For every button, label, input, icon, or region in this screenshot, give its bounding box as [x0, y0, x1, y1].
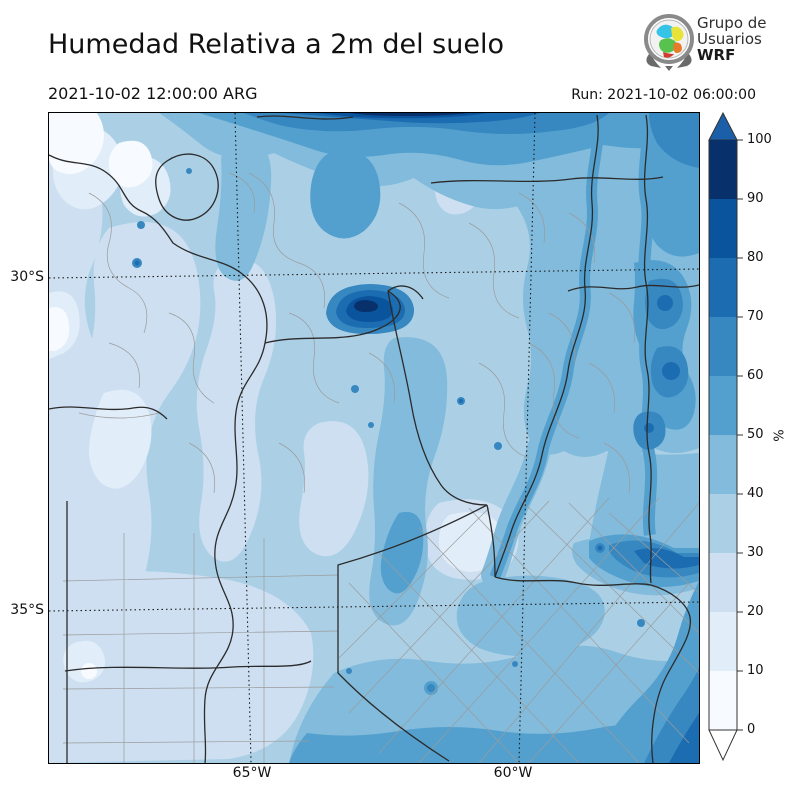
- xtick-60w: 60°W: [493, 765, 533, 781]
- ytick-35s: 35°S: [10, 602, 44, 618]
- map-svg: [49, 113, 699, 763]
- gridline-65w: [234, 113, 252, 763]
- logo-text: Grupo de Usuarios WRF: [697, 15, 767, 63]
- colorbar: 100 90 80 70 60 50 40 30 20 10 0 %: [705, 110, 797, 772]
- valid-time-label: 2021-10-02 12:00:00 ARG: [48, 84, 258, 103]
- logo-line1: Grupo de: [697, 14, 767, 32]
- cbar-tick-80: 80: [747, 250, 764, 265]
- cbar-tick-90: 90: [747, 191, 764, 206]
- gridlines: [49, 113, 699, 763]
- gridline-35s: [49, 601, 699, 612]
- cbar-tick-30: 30: [747, 545, 764, 560]
- cbar-tick-40: 40: [747, 486, 764, 501]
- cbar-tick-100: 100: [747, 132, 772, 147]
- page-title: Humedad Relativa a 2m del suelo: [48, 29, 504, 60]
- ytick-30s: 30°S: [10, 269, 44, 285]
- xtick-65w: 65°W: [232, 765, 272, 781]
- map-area: [48, 112, 700, 764]
- cbar-tick-50: 50: [747, 427, 764, 442]
- colorbar-over-arrow: [708, 111, 738, 141]
- logo-line2: Usuarios: [697, 30, 762, 48]
- colorbar-svg: [708, 111, 743, 762]
- cbar-tick-70: 70: [747, 309, 764, 324]
- gridline-60w: [518, 113, 536, 763]
- globe-logo-icon: [644, 14, 694, 71]
- cbar-tick-0: 0: [747, 722, 756, 737]
- cbar-unit-label: %: [769, 429, 785, 442]
- run-time-label: Run: 2021-10-02 06:00:00: [571, 87, 756, 103]
- cbar-tick-20: 20: [747, 604, 764, 619]
- wrf-users-logo: Grupo de Usuarios WRF: [643, 10, 793, 72]
- humidity-contours: [49, 113, 699, 763]
- gridline-30s: [49, 268, 699, 279]
- province-borders: [49, 114, 699, 763]
- cbar-tick-10: 10: [747, 663, 764, 678]
- logo-line3: WRF: [697, 46, 736, 64]
- cbar-tick-60: 60: [747, 368, 764, 383]
- department-borders: [62, 172, 699, 763]
- colorbar-under-arrow: [708, 729, 738, 762]
